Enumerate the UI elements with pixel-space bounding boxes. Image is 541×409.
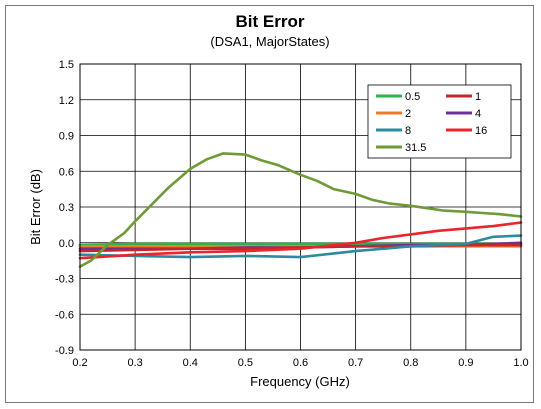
series-lines [78,152,523,268]
chart-frame [5,5,534,403]
legend-item: 0.5 [376,91,420,103]
y-tick-label: 0.6 [59,166,74,178]
legend-item: 16 [446,125,487,137]
series-line-8 [78,234,523,259]
legend-item: 8 [376,125,411,137]
x-tick-label: 0.8 [403,357,418,369]
x-tick-label: 0.5 [238,357,253,369]
y-tick-label: 0.9 [59,131,74,143]
y-axis-label: Bit Error (dB) [28,169,43,245]
x-tick-label: 1.0 [513,357,528,369]
legend-label: 31.5 [405,142,426,154]
x-tick-label: 0.7 [348,357,363,369]
y-tick-label: 0.3 [59,202,74,214]
legend-item: 4 [446,108,481,120]
x-axis-label: Frequency (GHz) [250,374,350,389]
y-tick-label: 0.0 [59,238,74,250]
y-tick-label: -0.3 [55,274,74,286]
y-tick-label: -0.9 [55,345,74,357]
legend-label: 2 [405,108,411,120]
x-tick-label: 0.9 [458,357,473,369]
legend: 0.5 1 2 4 8 16 31.5 [367,84,512,159]
legend-label: 8 [405,125,411,137]
tick-labels: 0.2 0.3 0.4 0.5 0.6 0.7 0.8 0.9 1.0 1.5 1.2 0.9 0.6 0… [55,59,529,369]
chart-title: Bit Error [236,12,305,31]
legend-label: 16 [475,125,487,137]
x-tick-label: 0.6 [293,357,308,369]
legend-item: 2 [376,108,411,120]
x-tick-label: 0.2 [72,357,87,369]
legend-item: 1 [446,91,481,103]
y-tick-label: -0.6 [55,309,74,321]
x-tick-label: 0.3 [127,357,142,369]
plot-area [79,63,522,351]
legend-label: 1 [475,91,481,103]
legend-label: 4 [475,108,481,120]
x-tick-label: 0.4 [183,357,198,369]
y-tick-label: 1.5 [59,59,74,71]
chart-subtitle: (DSA1, MajorStates) [210,34,329,49]
legend-item: 31.5 [376,142,426,154]
series-line-31-5 [78,152,523,268]
legend-label: 0.5 [405,91,420,103]
series-line-16 [78,221,523,260]
y-tick-label: 1.2 [59,95,74,107]
